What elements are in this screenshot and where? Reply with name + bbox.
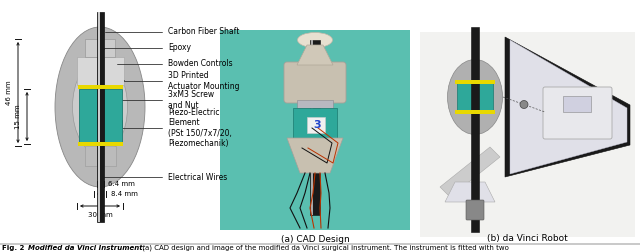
Text: Fig. 2: Fig. 2 [2, 245, 24, 251]
Bar [220, 30, 410, 230]
Bar [297, 100, 333, 108]
Text: 3D Printed
Actuator Mounting: 3D Printed Actuator Mounting [124, 71, 239, 91]
Bar [77, 57, 97, 85]
Ellipse shape [55, 27, 145, 187]
FancyBboxPatch shape [543, 87, 612, 139]
Bar [310, 40, 320, 215]
Text: Modified da Vinci Instrument:: Modified da Vinci Instrument: [28, 245, 145, 251]
Bar [293, 108, 337, 138]
Bar [457, 82, 493, 112]
Circle shape [520, 101, 528, 109]
Text: 3: 3 [313, 120, 321, 130]
Bar [104, 89, 122, 144]
Bar [79, 89, 97, 144]
Text: 15 mm: 15 mm [15, 104, 21, 129]
Bar [104, 57, 124, 85]
FancyBboxPatch shape [284, 62, 346, 103]
Ellipse shape [298, 33, 333, 47]
Text: Carbon Fiber Shaft: Carbon Fiber Shaft [106, 27, 239, 37]
Polygon shape [445, 182, 495, 202]
Text: (b) da Vinci Robot: (b) da Vinci Robot [487, 235, 568, 243]
Text: 30 mm: 30 mm [88, 212, 113, 218]
Text: 6.4 mm: 6.4 mm [109, 181, 136, 187]
Bar [85, 39, 115, 57]
FancyBboxPatch shape [466, 200, 484, 220]
Text: Electrical Wires: Electrical Wires [100, 173, 227, 181]
Bar [104, 146, 115, 166]
Bar [84, 146, 97, 166]
Ellipse shape [447, 59, 502, 135]
Text: (a) CAD design and image of the modified da Vinci surgical instrument. The instr: (a) CAD design and image of the modified… [140, 245, 509, 251]
Bar [97, 12, 99, 222]
Bar [77, 142, 122, 146]
Bar [77, 85, 122, 89]
Polygon shape [440, 147, 500, 197]
Text: Piezo-Electric
Element
(PSt 150/7x7/20,
Piezomechanik): Piezo-Electric Element (PSt 150/7x7/20, … [122, 108, 232, 148]
Text: Bowden Controls: Bowden Controls [117, 59, 232, 69]
Bar [455, 110, 495, 114]
Polygon shape [510, 40, 627, 174]
Text: 46 mm: 46 mm [6, 80, 12, 105]
Text: 8.4 mm: 8.4 mm [111, 191, 138, 197]
Text: Epoxy: Epoxy [104, 44, 191, 52]
Polygon shape [505, 37, 630, 177]
Polygon shape [297, 45, 333, 65]
Bar [311, 40, 313, 215]
Bar [97, 12, 104, 222]
Text: 3xM3 Screw
and Nut: 3xM3 Screw and Nut [113, 90, 214, 110]
Bar [307, 117, 325, 133]
Text: (a) CAD Design: (a) CAD Design [280, 235, 349, 243]
Bar [455, 80, 495, 84]
Ellipse shape [72, 59, 127, 154]
Bar [563, 96, 591, 112]
Polygon shape [287, 138, 343, 173]
Bar [471, 27, 479, 232]
Bar [420, 32, 635, 237]
